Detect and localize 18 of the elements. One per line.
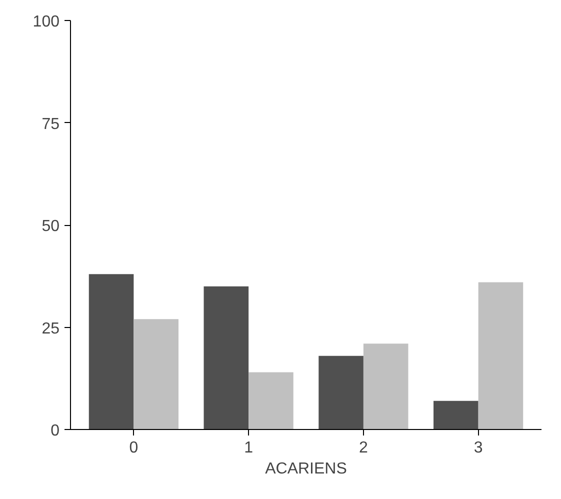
x-tick-label: 2 [358, 440, 368, 456]
y-tick-label: 75 [42, 116, 60, 133]
bar [478, 282, 524, 430]
bar [434, 400, 478, 430]
bar [363, 344, 408, 430]
y-tick-label: 0 [50, 422, 60, 440]
bar [88, 274, 134, 430]
y-tick-label: 50 [42, 218, 60, 235]
x-tick-label: 3 [474, 440, 483, 456]
bar [134, 319, 178, 430]
y-tick-label: 100 [32, 14, 60, 30]
x-tick-label: 0 [129, 440, 138, 456]
x-axis-title: ACARIENS [265, 460, 347, 478]
y-tick-label: 25 [42, 320, 60, 338]
bar [204, 286, 249, 430]
bar [248, 372, 294, 430]
bar [318, 356, 364, 430]
x-tick-label: 1 [244, 440, 254, 456]
